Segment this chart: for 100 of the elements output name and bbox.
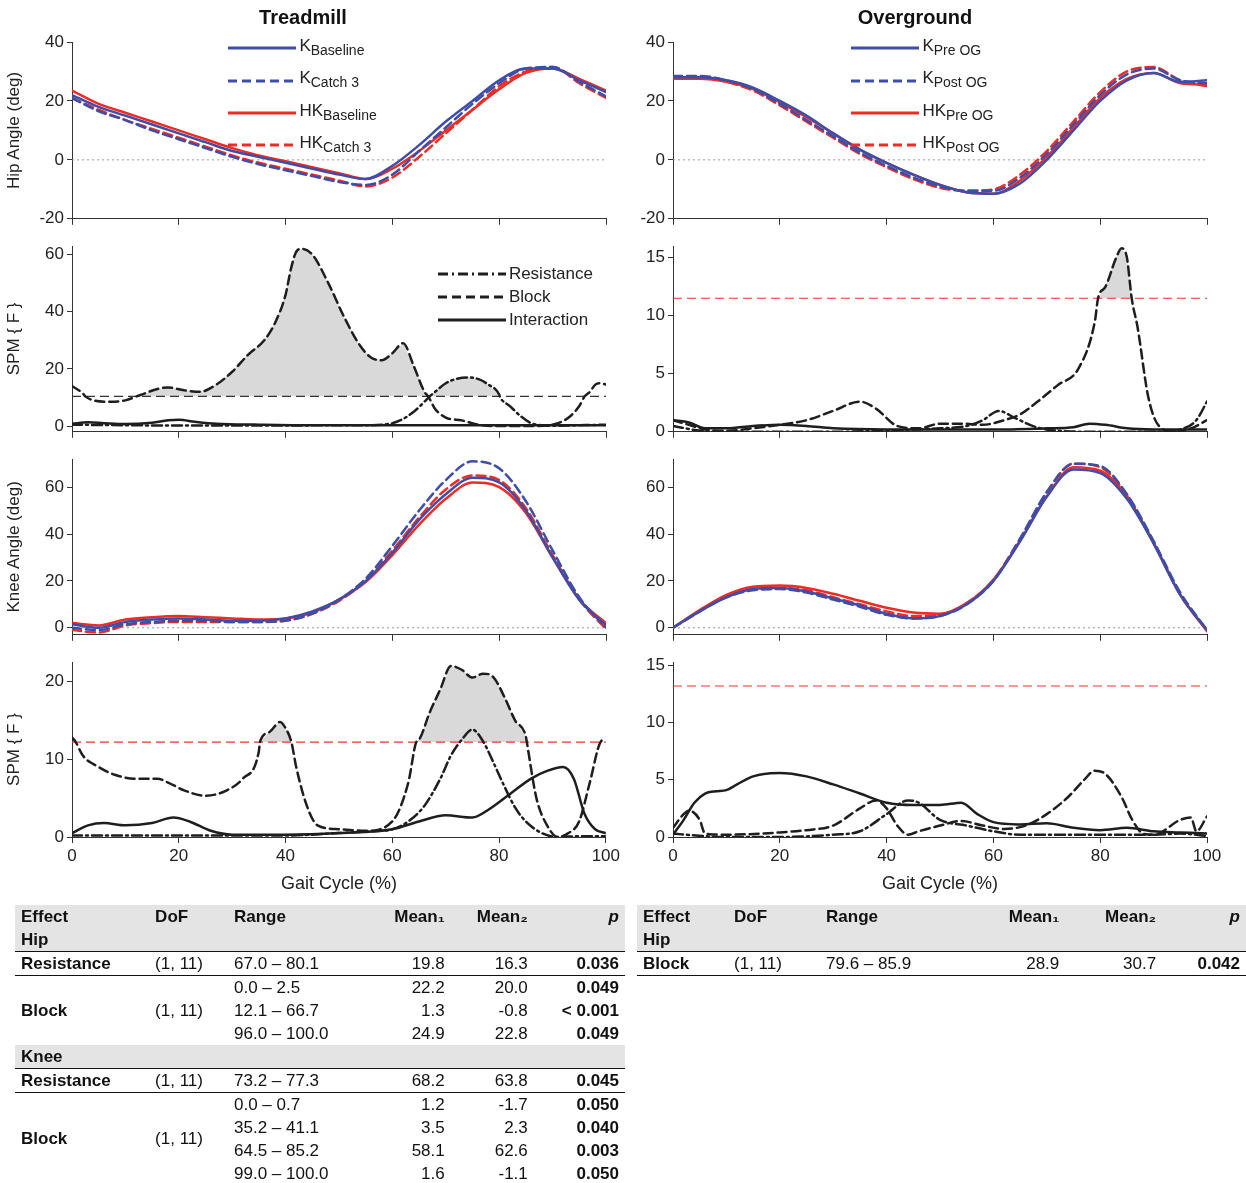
y-tick-label: 40 — [646, 523, 665, 543]
text: 62.6 — [494, 1140, 528, 1160]
category-label: Range — [228, 905, 369, 928]
y-tick-label: 20 — [45, 570, 64, 590]
text: 67.0 – 80.1 — [234, 953, 320, 973]
text: 0.050 — [576, 1163, 619, 1183]
text: (1, 11) — [155, 1070, 203, 1090]
y-tick-label: 0 — [54, 826, 64, 846]
x-tick-label: 40 — [276, 845, 295, 865]
y-tick-label: 20 — [646, 570, 665, 590]
category-label: p — [533, 905, 625, 928]
x-tick-label: 60 — [983, 845, 1003, 865]
y-tick-label: -20 — [39, 208, 64, 228]
text: 12.1 – 66.7 — [234, 1000, 320, 1020]
y-tick-label: 5 — [655, 769, 665, 789]
x-tick-label: 100 — [591, 845, 621, 865]
text: 1.3 — [421, 1000, 445, 1020]
text: 0.049 — [576, 977, 619, 997]
y-tick-label: 20 — [45, 671, 64, 691]
text: Hip — [643, 929, 671, 949]
text: (1, 11) — [155, 1000, 203, 1020]
text: 20.0 — [494, 977, 528, 997]
text: Block — [643, 953, 690, 973]
text: (1, 11) — [155, 953, 203, 973]
chart-title: Overground — [857, 5, 973, 28]
y-tick-label: 40 — [45, 301, 64, 321]
y-tick-label: 15 — [646, 655, 665, 675]
category-label: DoF — [149, 905, 228, 928]
text: -0.8 — [498, 1000, 528, 1020]
y-tick-label: 40 — [646, 31, 665, 51]
y-axis-title: Knee Angle (deg) — [3, 481, 23, 613]
text: 0.036 — [576, 953, 619, 973]
text: 1.6 — [421, 1163, 445, 1183]
text: 58.1 — [411, 1140, 445, 1160]
y-tick-label: -20 — [640, 208, 665, 228]
text: 0.042 — [1197, 953, 1240, 973]
y-tick-label: 20 — [45, 90, 64, 110]
legend-label: Resistance — [508, 263, 593, 285]
category-label: Effect — [637, 905, 729, 928]
y-tick-label: 0 — [54, 617, 64, 637]
legend-label: Block — [508, 286, 551, 308]
category-label: Mean₁ — [368, 905, 451, 928]
text: Resistance — [21, 1070, 111, 1090]
y-tick-label: 0 — [655, 149, 665, 169]
text: 63.8 — [494, 1070, 528, 1090]
text: 24.9 — [411, 1023, 445, 1043]
category-label: p — [1162, 905, 1246, 928]
x-tick-label: 60 — [382, 845, 402, 865]
y-tick-label: 10 — [45, 748, 64, 768]
x-tick-label: 80 — [1090, 845, 1110, 865]
y-tick-label: 20 — [45, 358, 64, 378]
legend-label: K$_{Catch 3}$ — [299, 67, 359, 93]
x-axis-title: Gait Cycle (%) — [881, 873, 999, 894]
text: 35.2 – 41.1 — [234, 1117, 320, 1137]
x-tick-label: 0 — [668, 845, 678, 865]
chart-title: Treadmill — [259, 5, 347, 28]
x-tick-label: 40 — [877, 845, 897, 865]
y-tick-label: 40 — [45, 31, 64, 51]
text: 73.2 – 77.3 — [234, 1070, 320, 1090]
category-label: Mean₂ — [1065, 905, 1163, 928]
y-axis-title: Hip Angle (deg) — [3, 71, 23, 189]
x-tick-label: 80 — [489, 845, 509, 865]
text: Knee — [21, 1046, 63, 1066]
text: < 0.001 — [561, 1000, 619, 1020]
y-tick-label: 10 — [646, 712, 665, 732]
y-tick-label: 0 — [655, 826, 665, 846]
y-tick-label: 60 — [646, 476, 665, 496]
y-tick-label: 60 — [45, 476, 64, 496]
x-tick-label: 20 — [169, 845, 189, 865]
y-axis-title: SPM { F } — [3, 712, 23, 786]
text: 0.045 — [576, 1070, 619, 1090]
y-axis-title: SPM { F } — [3, 302, 23, 376]
text: Hip — [21, 929, 49, 949]
text: (1, 11) — [155, 1129, 203, 1148]
text: (1, 11) — [734, 953, 782, 973]
y-tick-label: 0 — [54, 149, 64, 169]
y-tick-label: 15 — [646, 247, 665, 267]
category-label: Mean₁ — [969, 905, 1066, 928]
legend-label: K$_{Pre OG}$ — [922, 35, 982, 61]
y-tick-label: 40 — [45, 523, 64, 543]
text: 0.003 — [576, 1140, 619, 1160]
legend-label: HK$_{Baseline}$ — [299, 99, 377, 126]
text: 0.049 — [576, 1023, 619, 1043]
text: Block — [21, 1000, 68, 1020]
legend-label: K$_{Post OG}$ — [922, 67, 988, 93]
y-tick-label: 0 — [54, 415, 64, 435]
text: 99.0 – 100.0 — [234, 1163, 329, 1183]
text: -1.1 — [498, 1163, 528, 1183]
text: 1.2 — [421, 1094, 445, 1114]
category-label: Effect — [15, 905, 150, 928]
x-tick-label: 0 — [67, 845, 77, 865]
text: 68.2 — [411, 1070, 445, 1090]
legend-label: Interaction — [508, 309, 589, 331]
text: 2.3 — [504, 1117, 528, 1137]
text: 64.5 – 85.2 — [234, 1140, 320, 1160]
x-axis-title: Gait Cycle (%) — [280, 873, 397, 894]
y-tick-label: 0 — [655, 421, 665, 441]
y-tick-label: 10 — [646, 305, 665, 325]
text: 0.0 – 2.5 — [234, 977, 301, 997]
x-tick-label: 100 — [1192, 845, 1222, 865]
